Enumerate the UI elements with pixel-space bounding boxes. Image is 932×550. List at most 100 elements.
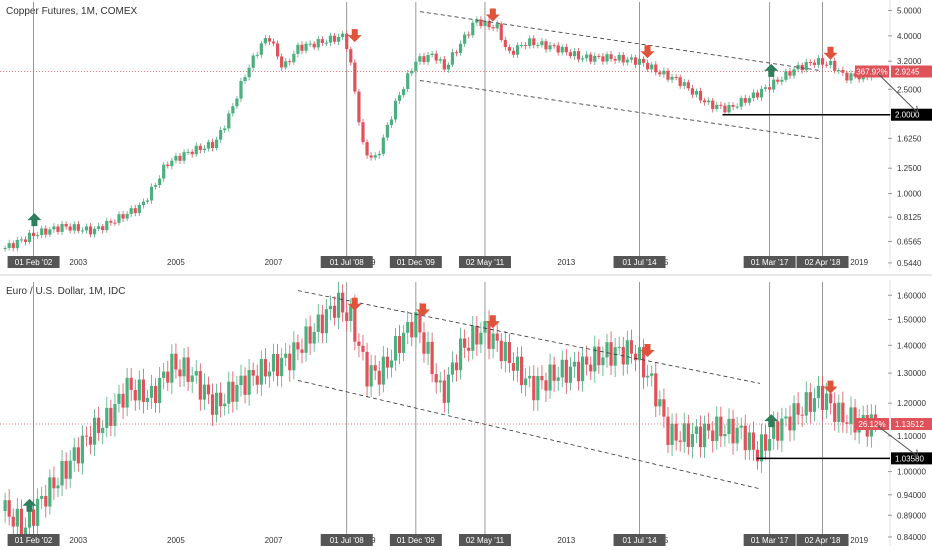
candle-body: [11, 243, 15, 249]
marker-date-label: 02 May '11: [466, 536, 505, 545]
candle-body: [837, 402, 841, 422]
candle-body: [540, 375, 544, 381]
candle-body: [137, 205, 141, 214]
last-price-badge: [891, 418, 932, 431]
candle-body: [808, 392, 812, 412]
marker-date-label: 01 Jul '08: [330, 258, 365, 267]
candle-body: [410, 70, 414, 74]
candle-body: [772, 421, 776, 439]
marker-date-badge: [389, 256, 442, 268]
candle-body: [3, 500, 7, 512]
y-tick-label: 1.40000: [897, 341, 926, 350]
candle-body: [243, 375, 247, 395]
candle-body: [92, 417, 97, 445]
candle-body: [511, 363, 516, 371]
candle-body: [113, 403, 117, 426]
candle-body: [495, 23, 499, 29]
candle-body: [259, 359, 263, 385]
candle-body: [101, 226, 105, 231]
candle-body: [540, 41, 544, 46]
candle-body: [418, 56, 422, 62]
marker-date-label: 01 Jul '08: [330, 536, 365, 545]
candle-body: [414, 312, 418, 338]
x-year-label: 2005: [167, 258, 185, 267]
y-tick-label: 1.30000: [897, 369, 926, 378]
candle-body: [816, 58, 821, 65]
candle-body: [723, 434, 727, 437]
candle-body: [617, 54, 621, 61]
x-year-label: 2013: [557, 536, 575, 545]
candle-body: [182, 357, 186, 377]
candle-body: [719, 104, 723, 106]
candle-body: [711, 430, 715, 442]
candle-body: [650, 373, 654, 376]
candle-body: [475, 325, 479, 345]
candle-body: [275, 354, 280, 377]
support-badge: [891, 108, 932, 121]
marker-date-label: 02 Apr '18: [805, 258, 841, 267]
candle-body: [564, 46, 568, 53]
candle-body: [251, 55, 255, 68]
candle-body: [300, 349, 304, 353]
candle-body: [422, 332, 426, 354]
candle-body: [97, 226, 101, 229]
candle-body: [609, 54, 613, 59]
candle-body: [788, 416, 792, 431]
candle-body: [68, 226, 72, 231]
candle-body: [430, 341, 434, 375]
candle-body: [182, 152, 186, 161]
y-tick-label: 0.8125: [897, 213, 922, 222]
candle-body: [792, 69, 796, 76]
candle-body: [194, 371, 198, 376]
candle-body: [686, 82, 690, 89]
candle-body: [369, 155, 373, 158]
candle-body: [768, 87, 772, 90]
candle-body: [841, 70, 845, 73]
candle-body: [210, 142, 215, 149]
candle-body: [402, 88, 406, 96]
candle-body: [483, 20, 487, 27]
candle-body: [48, 477, 52, 507]
candle-body: [259, 43, 263, 55]
candle-body: [145, 200, 150, 202]
candle-body: [153, 385, 158, 404]
candle-body: [768, 438, 772, 451]
candle-body: [239, 375, 243, 386]
candle-body: [613, 347, 617, 366]
candle-body: [507, 342, 511, 364]
down-arrow-icon: [347, 29, 362, 43]
candle-body: [369, 365, 373, 387]
candle-body: [702, 100, 707, 103]
candle-body: [601, 357, 605, 366]
marker-date-label: 01 Jul '14: [623, 536, 658, 545]
candle-body: [332, 305, 337, 318]
candle-body: [198, 371, 202, 400]
candle-body: [796, 403, 800, 415]
candle-body: [320, 314, 324, 334]
candle-body: [271, 41, 276, 44]
candle-body: [186, 151, 190, 153]
candle-body: [422, 56, 426, 62]
candle-body: [349, 49, 353, 63]
candle-body: [357, 91, 361, 123]
y-tick-label: 1.00000: [897, 468, 926, 477]
y-tick-label: 2.5000: [897, 85, 922, 94]
candle-body: [792, 403, 796, 431]
candle-body: [715, 416, 719, 442]
candle-body: [511, 50, 516, 55]
candle-body: [597, 346, 601, 366]
candle-body: [267, 371, 272, 377]
candle-body: [759, 88, 764, 98]
candle-body: [731, 418, 735, 444]
candle-body: [674, 77, 678, 79]
candle-body: [824, 64, 829, 66]
projection-arrow-head: [910, 105, 919, 114]
marker-date-label: 01 Feb '02: [15, 536, 53, 545]
x-year-label: 2013: [557, 258, 575, 267]
y-tick-label: 1.2500: [897, 164, 922, 173]
candle-body: [393, 100, 398, 120]
candle-body: [430, 53, 434, 55]
candle-body: [263, 359, 267, 377]
candle-body: [666, 70, 670, 80]
